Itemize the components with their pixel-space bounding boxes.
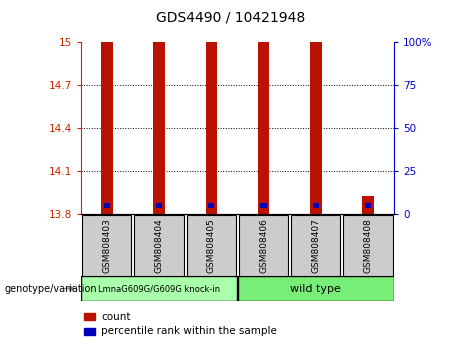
Bar bbox=[84, 328, 95, 335]
Text: GSM808404: GSM808404 bbox=[154, 218, 164, 273]
Bar bbox=[135, 215, 183, 275]
Text: genotype/variation: genotype/variation bbox=[5, 284, 97, 293]
Text: percentile rank within the sample: percentile rank within the sample bbox=[101, 326, 277, 336]
Bar bbox=[310, 42, 321, 214]
Bar bbox=[206, 42, 217, 214]
Bar bbox=[313, 204, 319, 208]
Bar bbox=[81, 276, 237, 301]
Bar bbox=[343, 215, 393, 275]
Text: GSM808405: GSM808405 bbox=[207, 218, 216, 273]
Bar bbox=[82, 215, 131, 275]
Bar bbox=[239, 215, 288, 275]
Text: LmnaG609G/G609G knock-in: LmnaG609G/G609G knock-in bbox=[98, 284, 220, 293]
Text: GSM808408: GSM808408 bbox=[364, 218, 372, 273]
Text: GSM808406: GSM808406 bbox=[259, 218, 268, 273]
Bar bbox=[365, 204, 371, 208]
Text: wild type: wild type bbox=[290, 284, 341, 293]
Bar bbox=[156, 204, 162, 208]
Text: GSM808403: GSM808403 bbox=[102, 218, 111, 273]
Bar bbox=[362, 195, 374, 214]
Bar bbox=[154, 42, 165, 214]
Bar bbox=[101, 42, 112, 214]
Bar bbox=[84, 313, 95, 320]
Text: GSM808407: GSM808407 bbox=[311, 218, 320, 273]
Bar bbox=[187, 215, 236, 275]
Text: GDS4490 / 10421948: GDS4490 / 10421948 bbox=[156, 11, 305, 25]
Bar bbox=[104, 204, 110, 208]
Bar bbox=[208, 204, 214, 208]
Bar bbox=[238, 276, 394, 301]
Bar bbox=[258, 42, 269, 214]
Text: count: count bbox=[101, 312, 130, 321]
Bar bbox=[260, 204, 266, 208]
Bar bbox=[291, 215, 340, 275]
